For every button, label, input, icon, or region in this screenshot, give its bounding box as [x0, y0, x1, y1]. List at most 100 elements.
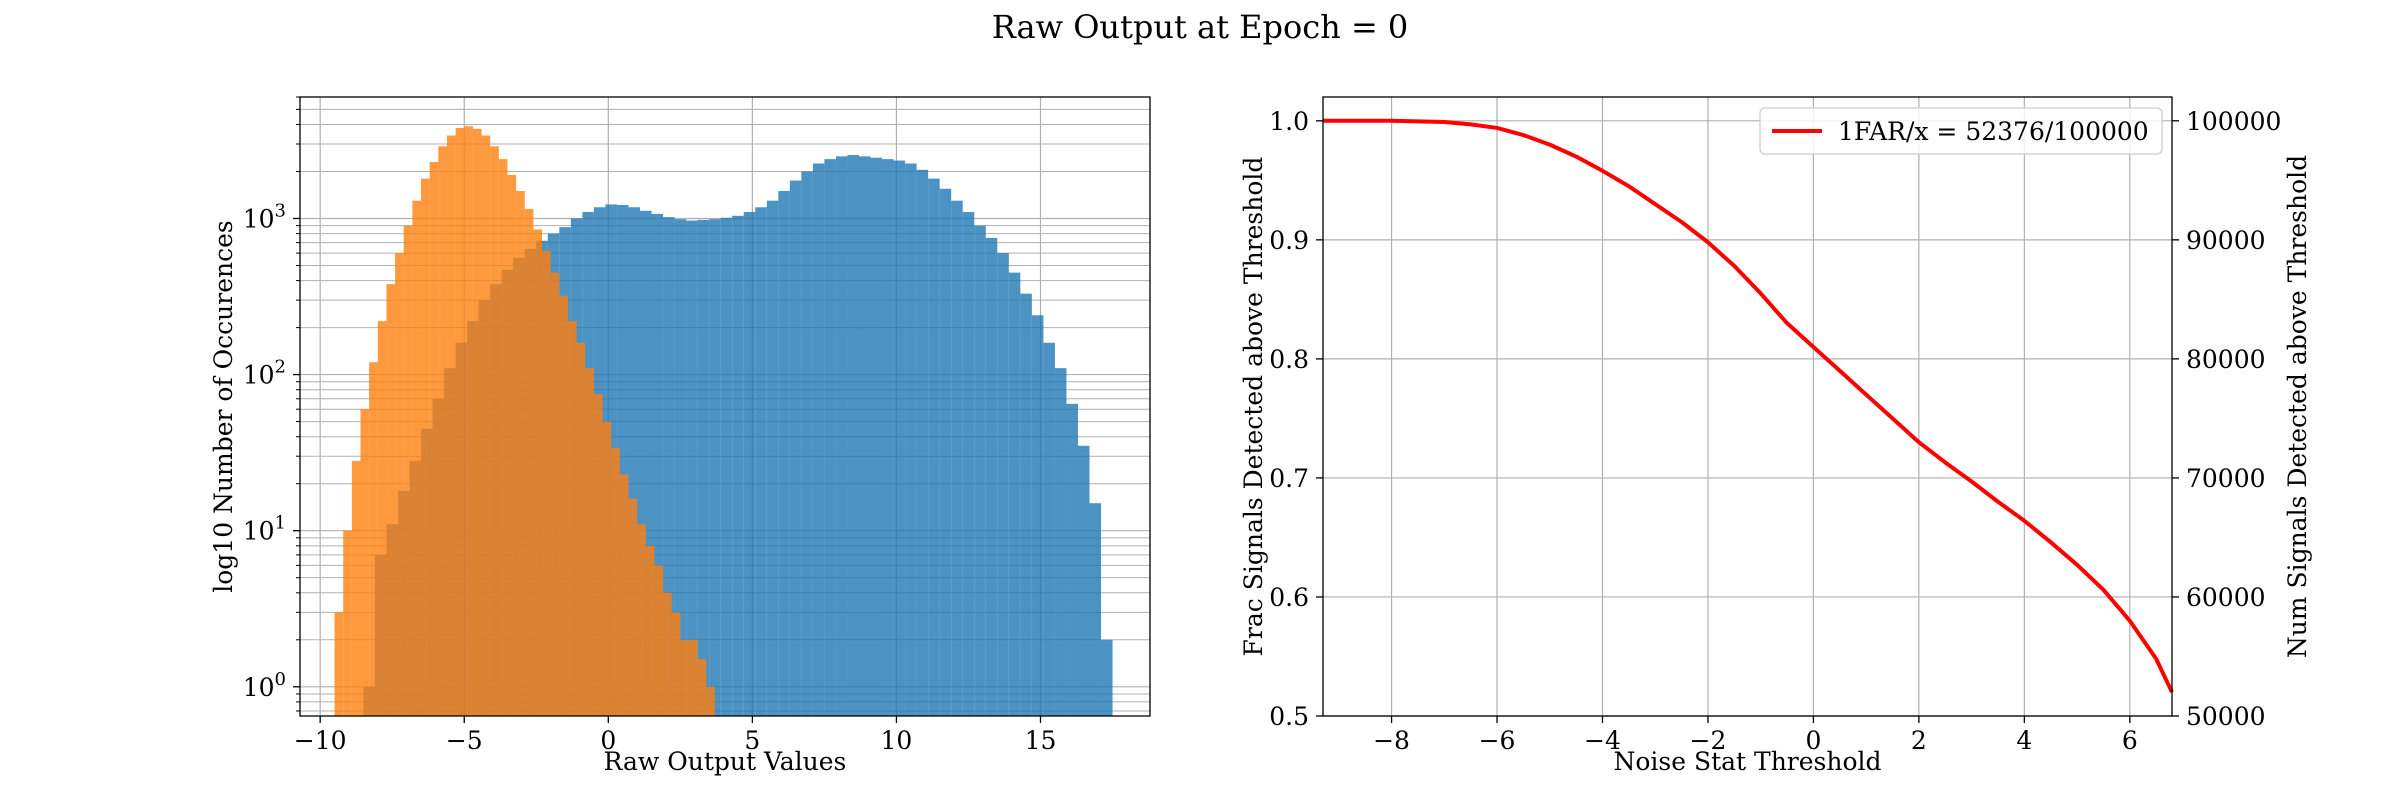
histogram-bar [628, 498, 638, 716]
histogram-bar [490, 146, 499, 716]
histogram-bar [421, 178, 430, 716]
histogram-bar [611, 447, 620, 716]
histogram-bar [824, 159, 836, 716]
histogram-bar [755, 207, 767, 716]
histogram-bar [697, 219, 710, 717]
histogram-bar [847, 155, 859, 716]
histogram-bar [412, 200, 422, 717]
histogram-bar [386, 284, 396, 716]
histogram-bar [567, 321, 577, 716]
histogram-bar [985, 237, 998, 717]
histogram-bar [928, 178, 940, 716]
line-series-path [1323, 118, 2174, 694]
histogram-bar [720, 217, 733, 716]
histogram-bar [1101, 639, 1113, 716]
histogram-bar [789, 180, 802, 716]
line-x-tick-label: 6 [2122, 726, 2138, 755]
histogram-bar [951, 200, 963, 717]
histogram-bar [464, 126, 473, 717]
histogram-bar [858, 156, 871, 716]
histogram-bar [628, 207, 640, 716]
histogram-bar [835, 156, 848, 716]
hist-x-tick-label: −10 [294, 726, 347, 755]
histogram-bar [1020, 293, 1032, 716]
line-y-right-tick-label: 100000 [2186, 107, 2281, 136]
histogram-bar [395, 253, 404, 717]
histogram-frame [299, 96, 1151, 717]
histogram-bar [645, 545, 655, 716]
hist-x-tick-label: 10 [881, 726, 913, 755]
hist-y-tick-label: 102 [243, 357, 286, 390]
legend-label: 1FAR/x = 52376/100000 [1838, 117, 2149, 146]
histogram-bar [637, 524, 646, 716]
histogram-bar [680, 639, 689, 716]
histogram-bar [663, 217, 675, 717]
histogram-bar [1031, 315, 1044, 716]
legend-box [1759, 107, 2163, 155]
legend: 1FAR/x = 52376/100000 [1759, 107, 2163, 155]
line-y-right-tick-label: 70000 [2186, 464, 2266, 493]
histogram-bar [688, 639, 698, 716]
histogram-chart: −10 −5 0 5 10 15 100 101 102 103 Raw Output Valu… [209, 96, 1151, 776]
line-x-tick-label: −4 [1584, 726, 1621, 755]
line-y-tick-label: 1.0 [1269, 107, 1309, 136]
histogram-bar [1089, 503, 1102, 716]
histogram-bar [1066, 403, 1078, 716]
hist-y-tick-label: 103 [243, 200, 286, 233]
histogram-bar [1008, 272, 1021, 716]
histogram-bar [997, 253, 1009, 717]
histogram-bars [334, 126, 1113, 717]
histogram-bar [550, 272, 560, 716]
line-frame [1322, 96, 2173, 717]
histogram-bar [481, 135, 491, 716]
histogram-x-ticks: −10 −5 0 5 10 15 [294, 716, 1057, 755]
histogram-bar [619, 474, 629, 716]
histogram-bar [369, 362, 378, 716]
hist-x-tick-label: 15 [1025, 726, 1057, 755]
histogram-bar [674, 219, 687, 717]
line-y-right-tick-label: 90000 [2186, 226, 2266, 255]
line-y-tick-label: 0.6 [1269, 583, 1309, 612]
line-y-axis-label-right: Num Signals Detected above Threshold [2283, 155, 2312, 658]
line-grid [1323, 97, 2172, 717]
histogram-bar [651, 213, 664, 717]
line-x-ticks: −8 −6 −4 −2 0 2 4 6 [1373, 716, 2138, 755]
histogram-bar [585, 368, 594, 716]
line-x-tick-label: 4 [2016, 726, 2032, 755]
histogram-bar [778, 190, 790, 716]
histogram-bar [343, 530, 352, 716]
histogram-bar [671, 612, 681, 716]
figure-title: Raw Output at Epoch = 0 [991, 8, 1409, 46]
histogram-bar [559, 295, 568, 716]
hist-x-tick-label: 5 [744, 726, 760, 755]
line-x-tick-label: −8 [1373, 726, 1410, 755]
histogram-bar [766, 200, 779, 717]
line-y-right-tick-label: 80000 [2186, 345, 2266, 374]
hist-y-tick-label: 100 [243, 669, 286, 702]
histogram-bar [974, 225, 986, 717]
line-x-tick-label: −6 [1479, 726, 1516, 755]
histogram-bar [351, 460, 361, 716]
line-y-tick-label: 0.9 [1269, 226, 1309, 255]
histogram-bar [472, 128, 482, 716]
histogram-bar [334, 612, 344, 716]
histogram-bar [616, 204, 629, 717]
histogram-y-ticks: 100 101 102 103 [243, 96, 300, 712]
histogram-bar [533, 229, 543, 717]
histogram-bar [516, 190, 525, 716]
histogram-bar [654, 565, 664, 716]
line-y-ticks-right: 50000 60000 70000 80000 90000 100000 [2172, 107, 2281, 731]
histogram-bar [1077, 445, 1090, 716]
histogram-bar [743, 212, 756, 716]
line-y-tick-label: 0.7 [1269, 464, 1309, 493]
histogram-bar [429, 162, 439, 716]
line-y-right-tick-label: 60000 [2186, 583, 2266, 612]
line-y-tick-label: 0.5 [1269, 702, 1309, 731]
line-y-right-tick-label: 50000 [2186, 702, 2266, 731]
histogram-bar [709, 219, 721, 717]
line-x-axis-label: Noise Stat Threshold [1613, 747, 1881, 776]
histogram-bar [893, 160, 906, 717]
hist-x-tick-label: 0 [600, 726, 616, 755]
